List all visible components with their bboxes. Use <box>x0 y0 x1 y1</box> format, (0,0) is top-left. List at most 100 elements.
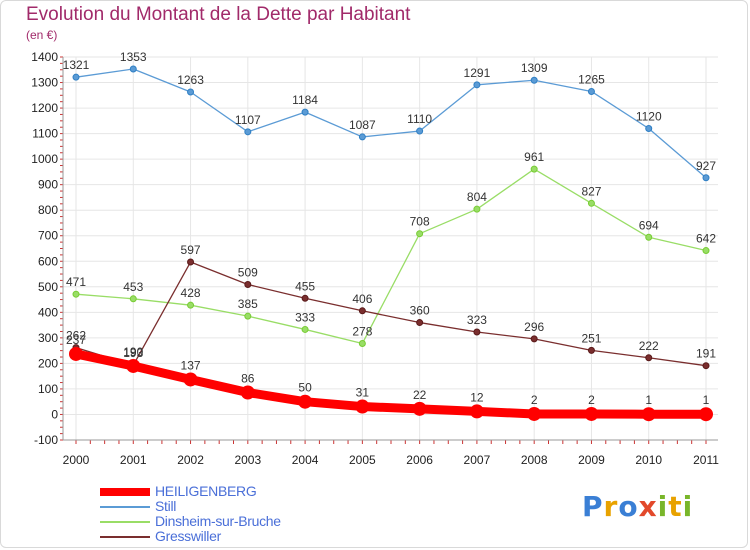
plot-area <box>63 57 718 440</box>
logo-letter: i <box>657 490 669 523</box>
x-tick-label: 2005 <box>349 453 376 467</box>
y-tick-label: 1300 <box>31 76 58 90</box>
data-label-gresswiller: 455 <box>295 279 315 293</box>
data-point-dinsheim-sur-bruche <box>187 301 195 309</box>
legend-label: Still <box>155 498 177 514</box>
data-point-heiligenberg <box>126 358 141 373</box>
data-label-heiligenberg: 1 <box>703 393 710 407</box>
logo-letter: t <box>668 490 683 523</box>
data-point-still <box>473 81 481 89</box>
data-label-gresswiller: 597 <box>181 243 201 257</box>
x-tick-label: 2008 <box>521 453 548 467</box>
data-label-heiligenberg: 137 <box>181 358 201 372</box>
proxiti-logo: Proxiti <box>582 490 693 523</box>
data-point-gresswiller <box>702 362 710 370</box>
data-point-dinsheim-sur-bruche <box>129 295 137 303</box>
data-label-still: 1265 <box>578 72 605 86</box>
data-point-heiligenberg <box>584 406 599 421</box>
data-label-still: 1263 <box>177 73 204 87</box>
data-point-gresswiller <box>301 294 309 302</box>
data-point-heiligenberg <box>699 407 713 422</box>
data-point-heiligenberg <box>298 394 313 409</box>
data-point-heiligenberg <box>355 399 370 414</box>
data-label-still: 1291 <box>464 66 491 80</box>
chart-title: Evolution du Montant de la Dette par Hab… <box>26 4 411 25</box>
logo-letter: x <box>638 490 658 523</box>
data-point-still <box>530 76 538 84</box>
data-label-dinsheim-sur-bruche: 333 <box>295 310 315 324</box>
y-tick-label: 1000 <box>31 152 58 166</box>
x-tick-label: 2009 <box>578 453 605 467</box>
data-point-still <box>72 73 80 81</box>
data-point-dinsheim-sur-bruche <box>702 247 710 255</box>
data-point-gresswiller <box>587 346 595 354</box>
y-tick-label: 1100 <box>32 127 58 141</box>
x-tick-label: 2001 <box>120 453 147 467</box>
data-label-still: 1120 <box>636 109 662 123</box>
series-line-gresswiller <box>75 261 707 367</box>
legend-label: Gresswiller <box>155 528 221 544</box>
data-label-dinsheim-sur-bruche: 708 <box>410 215 430 229</box>
data-point-gresswiller <box>358 307 366 315</box>
data-point-gresswiller <box>244 281 252 289</box>
data-label-gresswiller: 193 <box>123 346 143 360</box>
x-tick-label: 2004 <box>292 453 319 467</box>
data-label-still: 1309 <box>521 61 548 75</box>
data-point-heiligenberg <box>240 385 255 400</box>
data-point-gresswiller <box>473 328 481 336</box>
data-point-dinsheim-sur-bruche <box>645 233 653 241</box>
data-label-heiligenberg: 1 <box>645 393 652 407</box>
legend-swatch <box>100 488 150 496</box>
data-label-still: 1353 <box>120 50 147 64</box>
data-label-dinsheim-sur-bruche: 642 <box>696 232 716 246</box>
data-point-dinsheim-sur-bruche <box>301 325 309 333</box>
data-label-gresswiller: 222 <box>639 339 659 353</box>
data-point-dinsheim-sur-bruche <box>72 290 80 298</box>
data-point-gresswiller <box>416 319 424 327</box>
data-label-dinsheim-sur-bruche: 694 <box>639 218 659 232</box>
data-point-still <box>587 87 595 95</box>
x-tick-label: 2007 <box>464 453 491 467</box>
data-point-dinsheim-sur-bruche <box>416 230 424 238</box>
x-tick-label: 2011 <box>693 453 719 467</box>
y-tick-label: 200 <box>38 356 58 370</box>
data-label-dinsheim-sur-bruche: 278 <box>352 324 372 338</box>
data-label-heiligenberg: 2 <box>531 393 538 407</box>
data-label-dinsheim-sur-bruche: 961 <box>524 150 544 164</box>
legend-swatch <box>100 536 150 538</box>
y-tick-label: 700 <box>38 229 58 243</box>
data-label-dinsheim-sur-bruche: 385 <box>238 297 258 311</box>
data-point-gresswiller <box>187 258 195 266</box>
data-point-heiligenberg <box>412 401 427 416</box>
data-point-still <box>702 174 710 182</box>
data-label-gresswiller: 360 <box>410 304 430 318</box>
logo-letter: i <box>682 490 694 523</box>
y-tick-label: 800 <box>38 203 58 217</box>
data-label-still: 1184 <box>292 93 318 107</box>
data-label-dinsheim-sur-bruche: 827 <box>581 184 601 198</box>
data-label-still: 1321 <box>63 58 90 72</box>
x-tick-label: 2002 <box>177 453 204 467</box>
data-point-still <box>301 108 309 116</box>
data-label-gresswiller: 406 <box>352 292 372 306</box>
legend-swatch <box>100 521 150 523</box>
data-label-dinsheim-sur-bruche: 471 <box>66 275 86 289</box>
y-tick-label: 500 <box>38 280 58 294</box>
x-tick-label: 2006 <box>406 453 433 467</box>
data-label-gresswiller: 262 <box>66 329 86 343</box>
data-label-still: 1110 <box>407 112 432 126</box>
data-label-still: 927 <box>696 159 716 173</box>
logo-letter: r <box>603 490 619 523</box>
series-line-dinsheim-sur-bruche <box>75 168 707 345</box>
y-tick-label: 600 <box>38 254 58 268</box>
y-tick-label: 1400 <box>31 50 58 64</box>
y-tick-label: 900 <box>38 178 58 192</box>
data-point-heiligenberg <box>69 346 83 361</box>
y-tick-label: 100 <box>38 382 58 396</box>
data-point-still <box>244 128 252 136</box>
data-label-dinsheim-sur-bruche: 428 <box>181 286 201 300</box>
data-label-heiligenberg: 22 <box>413 388 427 402</box>
legend-swatch <box>100 506 150 508</box>
